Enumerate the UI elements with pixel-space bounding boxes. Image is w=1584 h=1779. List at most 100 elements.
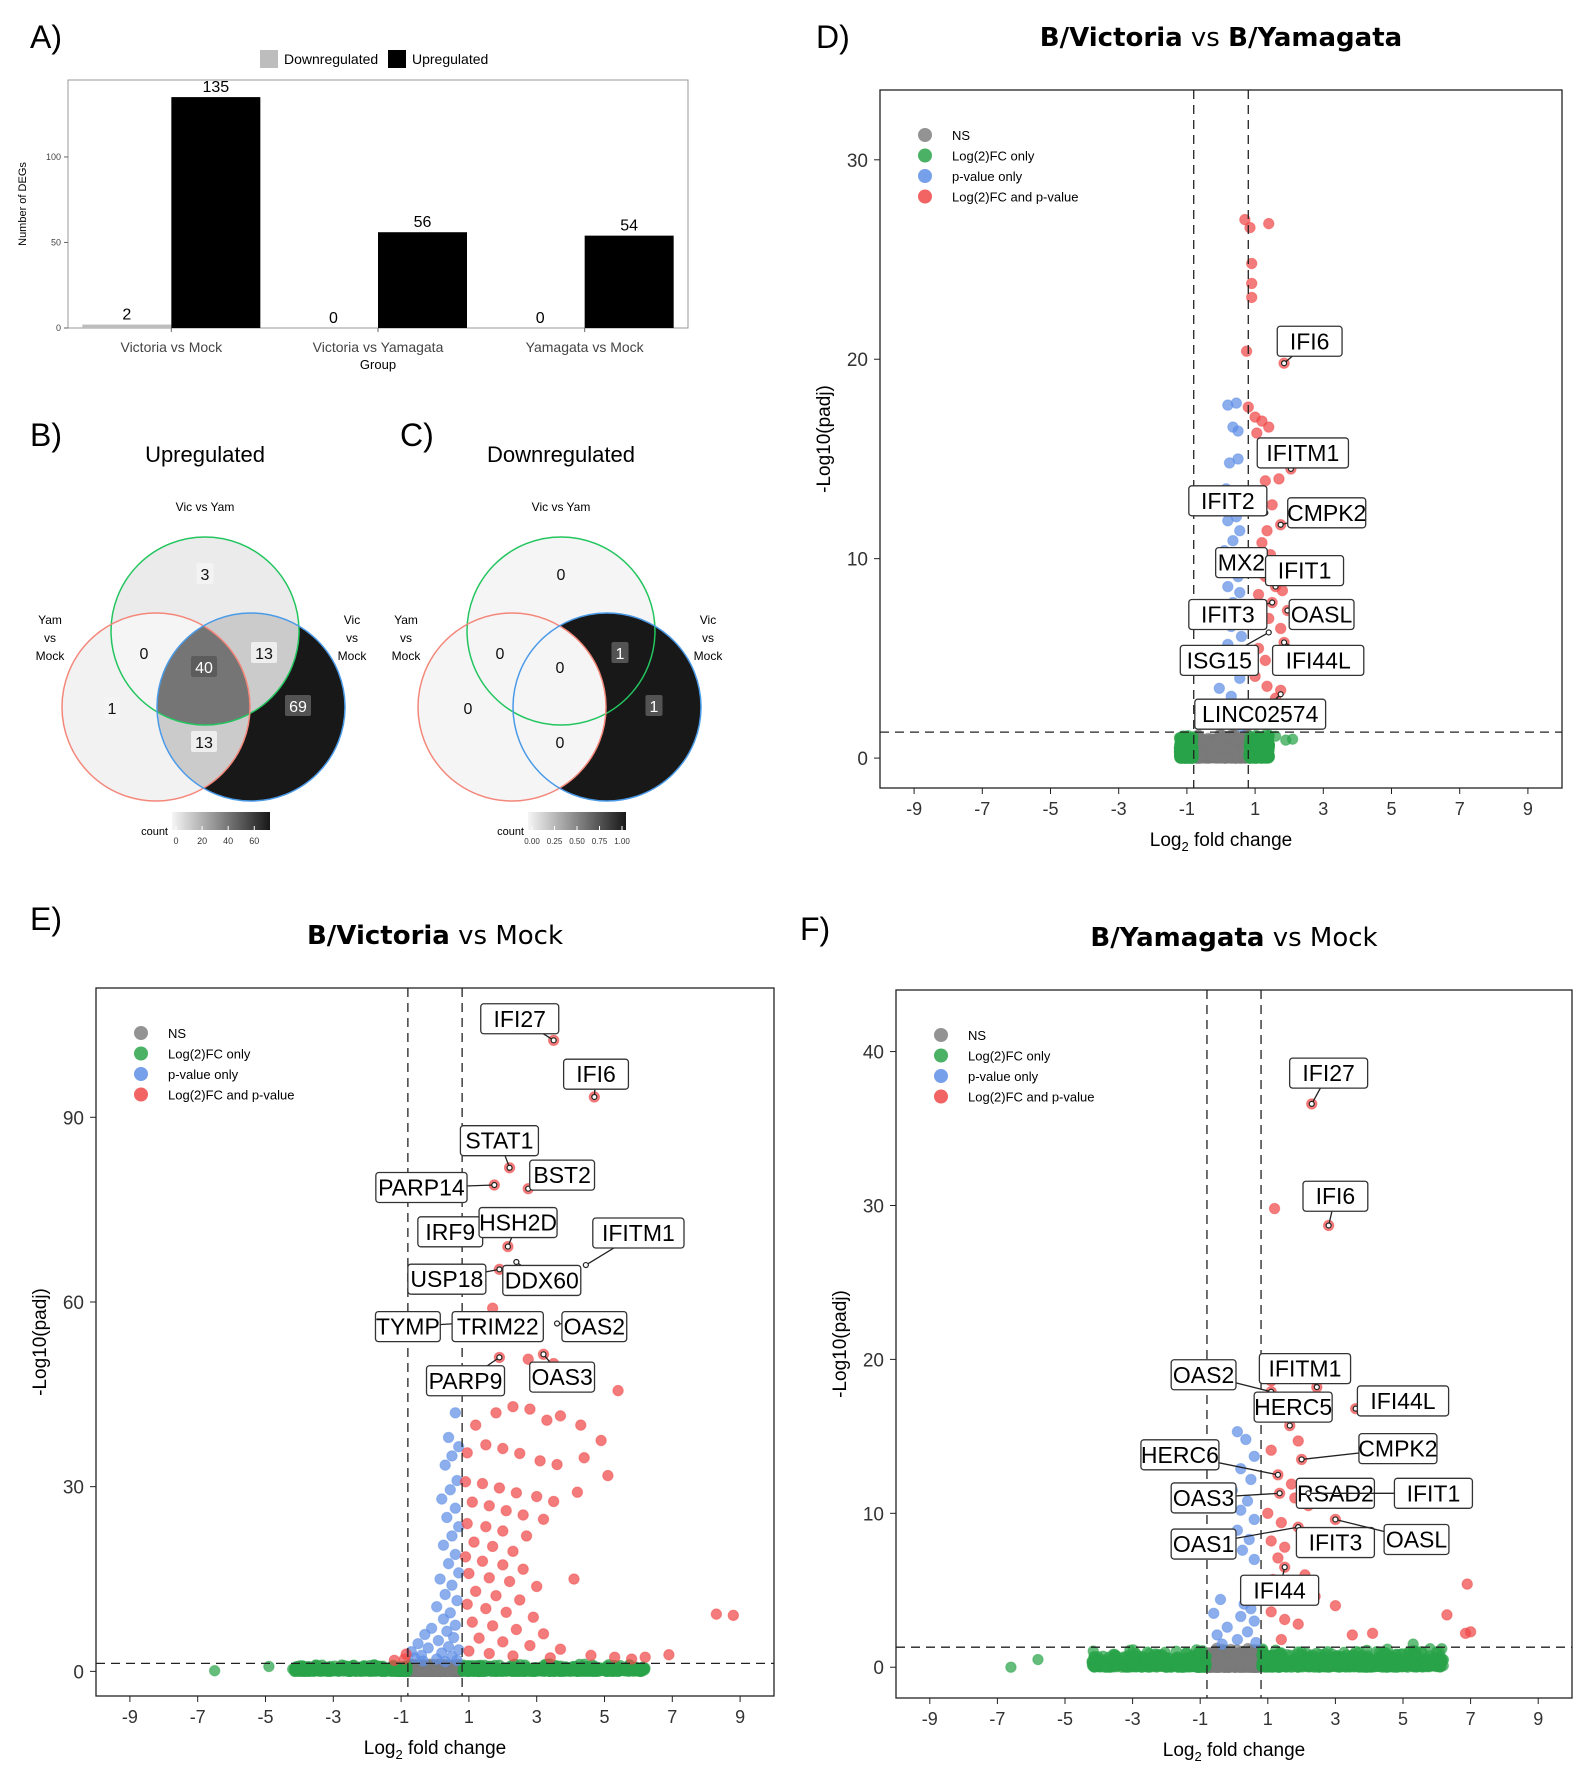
- pvalue-only-point: [1235, 630, 1248, 643]
- x-tick-label: -7: [190, 1707, 206, 1727]
- significant-point: [537, 1513, 550, 1526]
- pvalue-only-point: [449, 1502, 462, 1514]
- legend-label: Log(2)FC only: [952, 149, 1035, 164]
- region-label-bg: [285, 695, 311, 716]
- volcano-panel-e: B/Victoria vs Mock-9 -7 -5 -3 -1 1 3 5 7 90306090…: [30, 921, 775, 1762]
- circle-outline-top: [466, 536, 656, 726]
- significant-point: [507, 1650, 519, 1662]
- x-label-main: Log: [1163, 1740, 1195, 1761]
- gene-label: TRIM22: [457, 1314, 539, 1340]
- title-bold-part: B/Yamagata: [1090, 923, 1264, 953]
- title-rest-part: Mock: [1310, 923, 1378, 953]
- significant-point: [497, 1525, 509, 1537]
- fc-only-point: [309, 1659, 322, 1671]
- pvalue-only-point: [441, 1511, 453, 1524]
- pvalue-only-point: [447, 1631, 460, 1644]
- set-label-left: Yam: [38, 613, 62, 627]
- gene-label: PARP14: [378, 1174, 465, 1200]
- gene-label: IRF9: [425, 1219, 475, 1245]
- region-label-bg: [611, 642, 629, 663]
- fc-only-point: [1177, 751, 1189, 763]
- x-tick-label: Victoria vs Mock: [120, 339, 223, 355]
- legend-label: Log(2)FC and p-value: [168, 1088, 294, 1103]
- significant-point: [466, 1616, 478, 1628]
- significant-point: [1266, 499, 1278, 511]
- gene-label: TYMP: [376, 1314, 440, 1340]
- significant-point: [483, 1500, 495, 1512]
- gene-label: PARP9: [429, 1368, 503, 1394]
- gene-label: OAS3: [531, 1364, 592, 1390]
- pvalue-only-point: [449, 1548, 462, 1561]
- significant-point: [480, 1439, 492, 1451]
- y-tick-label: 30: [63, 1478, 84, 1499]
- pvalue-only-point: [446, 1579, 458, 1591]
- gene-label: HSH2D: [479, 1210, 557, 1236]
- fc-only-point: [1183, 742, 1195, 754]
- y-tick-label: 0: [873, 1658, 884, 1679]
- region-count-label: 0: [556, 660, 565, 677]
- legend-marker: [134, 1087, 148, 1102]
- fc-only-point: [1261, 749, 1273, 761]
- significant-point: [497, 1636, 509, 1648]
- significant-point: [510, 1623, 523, 1636]
- bar-upregulated: [378, 232, 467, 328]
- region-count-label: 1: [650, 699, 659, 716]
- significant-point: [520, 1530, 533, 1542]
- circle-outline-top: [110, 536, 300, 726]
- pvalue-only-point: [419, 1628, 431, 1641]
- region-count-label: 3: [201, 567, 210, 584]
- legend-tick-label: 0.25: [547, 837, 563, 846]
- volcano-panel-f: B/Yamagata vs Mock-9 -7 -5 -3 -1 1 3 5 7 90102030…: [830, 923, 1573, 1764]
- x-tick-label: -9: [122, 1707, 138, 1727]
- significant-point: [483, 1647, 495, 1660]
- region-label-bg: [191, 731, 217, 752]
- pvalue-only-point: [1232, 453, 1244, 465]
- y-axis-label: -Log10(padj): [830, 1290, 851, 1398]
- significant-point: [554, 1643, 567, 1655]
- fc-only-point: [461, 1665, 473, 1677]
- fc-only-point: [1186, 732, 1198, 744]
- y-tick-label: 50: [51, 237, 61, 247]
- x-axis-label: Log2 fold change: [1163, 1740, 1305, 1764]
- x-tick-label: -5: [257, 1707, 273, 1727]
- significant-point: [497, 1559, 509, 1571]
- x-tick-label: 1: [464, 1707, 474, 1727]
- pvalue-only-point: [1234, 586, 1246, 599]
- legend-tick-label: 0.75: [592, 837, 608, 846]
- pvalue-only-point: [1232, 425, 1244, 437]
- region-count-label: 0: [140, 646, 149, 663]
- significant-point: [461, 1517, 473, 1530]
- significant-point: [663, 1649, 675, 1661]
- x-tick-label: 3: [1330, 1709, 1340, 1729]
- legend-colorbar: [172, 812, 270, 830]
- fc-only-point: [319, 1664, 332, 1677]
- region-label-bg: [459, 697, 477, 718]
- pvalue-only-point: [437, 1539, 450, 1551]
- bar-value-label: 135: [202, 79, 229, 96]
- x-tick-label: 1: [1263, 1709, 1273, 1729]
- pvalue-only-point: [449, 1407, 462, 1419]
- set-label-right: Mock: [338, 649, 368, 663]
- pvalue-only-point: [1222, 580, 1234, 593]
- region-count-label: 13: [255, 646, 273, 663]
- fc-only-point: [376, 1663, 388, 1675]
- significant-point: [727, 1609, 740, 1622]
- significant-point: [486, 1540, 499, 1553]
- region-count-label: 1: [616, 646, 625, 663]
- set-label-top: Vic vs Yam: [176, 500, 235, 514]
- legend-label: Log(2)FC and p-value: [952, 190, 1078, 205]
- gene-label: IFIT2: [1201, 488, 1255, 514]
- legend-marker: [918, 148, 932, 163]
- significant-point: [510, 1487, 523, 1499]
- x-tick-label: 9: [1533, 1709, 1543, 1729]
- title-rest-part: B/Yamagata: [1228, 23, 1402, 53]
- set-label-right: vs: [346, 631, 358, 645]
- significant-point: [469, 1419, 482, 1431]
- y-tick-label: 40: [863, 1043, 884, 1064]
- legend-marker: [134, 1067, 148, 1081]
- region-label-bg: [251, 642, 277, 663]
- region-label-bg: [551, 656, 569, 677]
- pvalue-only-point: [442, 1557, 455, 1570]
